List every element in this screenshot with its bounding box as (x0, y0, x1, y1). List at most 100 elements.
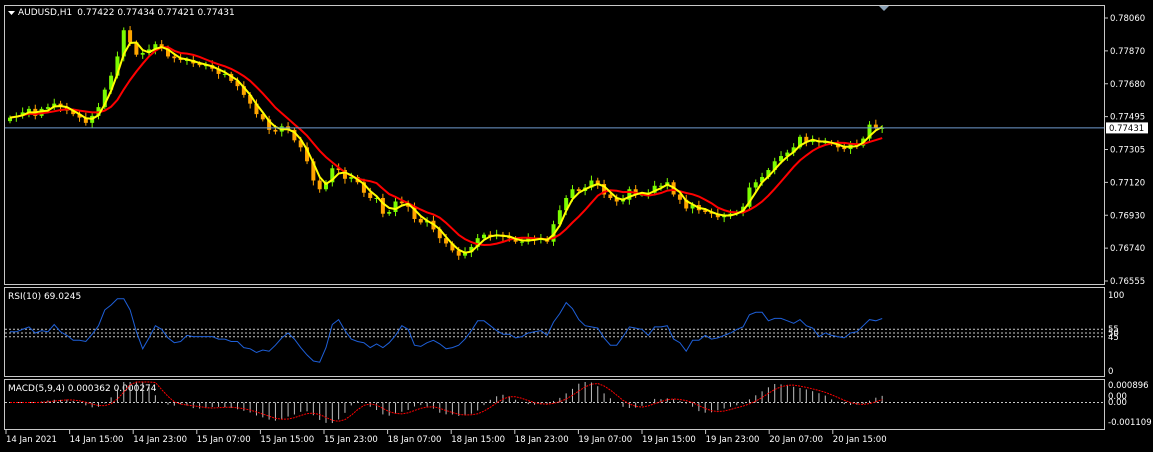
time-tick-label: 19 Jan 07:00 (578, 435, 632, 445)
candle-body (330, 168, 335, 183)
price-tick-label: 0.77305 (1110, 146, 1145, 156)
candle-body (273, 129, 278, 132)
candle-body (26, 108, 31, 113)
symbol-title: AUDUSD,H1 0.77422 0.77434 0.77421 0.77431 (18, 8, 235, 18)
candle-body (779, 156, 784, 162)
candle-body (614, 197, 619, 202)
rsi-line (10, 298, 883, 363)
time-tick-label: 19 Jan 23:00 (706, 435, 760, 445)
price-tick-label: 0.77870 (1110, 47, 1145, 57)
candle-body (166, 47, 170, 57)
candle-body (387, 211, 392, 214)
current-price-label: 0.77431 (1109, 124, 1144, 134)
candle-body (715, 213, 720, 218)
candle-body (463, 252, 468, 256)
candle-body (690, 204, 695, 209)
candle-body (772, 161, 777, 171)
macd-tick-label: 0.000896 (1108, 381, 1149, 391)
candle-body (399, 201, 404, 204)
rsi-panel-frame (4, 287, 1105, 377)
rsi-tick-label: 100 (1108, 291, 1124, 301)
candle-body (658, 185, 663, 187)
price-tick-label: 0.77120 (1110, 178, 1145, 188)
candle-body (267, 119, 272, 130)
candle-body (216, 68, 221, 74)
ma-fast-line (9, 41, 883, 254)
candle-body (804, 136, 809, 143)
candle-body (444, 238, 449, 244)
price-tick-label: 0.76930 (1110, 211, 1145, 221)
candle-body (45, 107, 50, 109)
candle-body (248, 94, 253, 104)
candle-body (810, 140, 815, 143)
candle-body (52, 103, 57, 108)
time-tick-label: 15 Jan 15:00 (260, 435, 314, 445)
time-tick-label: 14 Jan 2021 (6, 435, 57, 445)
candle-body (393, 201, 398, 212)
candle-body (20, 112, 25, 116)
candle-body (469, 246, 474, 253)
candle-body (627, 189, 632, 200)
candle-body (437, 229, 442, 239)
rsi-levels (5, 328, 1104, 338)
candle-body (121, 30, 126, 57)
rsi-tick-label: 0 (1108, 367, 1113, 377)
candle-body (159, 44, 164, 48)
candle-body (760, 177, 765, 183)
candle-body (589, 180, 594, 188)
rsi-tick-label: 55 (1108, 325, 1119, 335)
candle-body (753, 182, 758, 188)
candle-body (115, 56, 120, 76)
current-price-box (1106, 122, 1148, 134)
time-tick-label: 14 Jan 15:00 (70, 435, 124, 445)
chart-dropdown-icon[interactable] (8, 11, 15, 15)
candle-body (109, 75, 114, 90)
candle-body (564, 197, 569, 211)
time-tick-label: 20 Jan 07:00 (769, 435, 823, 445)
candle-body (336, 168, 341, 171)
candle-body (766, 170, 771, 178)
candle-body (134, 42, 139, 55)
macd-title: MACD(5,9,4) 0.000362 0.000274 (8, 384, 157, 394)
candle-body (374, 197, 379, 199)
candle-body (475, 238, 480, 247)
time-tick-label: 20 Jan 15:00 (833, 435, 887, 445)
price-panel-frame (4, 5, 1105, 285)
candle-body (317, 180, 322, 190)
candle-body (222, 73, 227, 75)
time-tick-label: 18 Jan 07:00 (388, 435, 442, 445)
candle-body (361, 182, 366, 193)
candle-body (873, 124, 878, 129)
price-tick-label: 0.76740 (1110, 244, 1145, 254)
candle-body (842, 147, 847, 150)
rsi-tick-label: 45 (1108, 333, 1119, 343)
candle-body (184, 59, 189, 61)
price-tick-label: 0.77495 (1110, 113, 1145, 123)
moving-averages (9, 41, 883, 254)
candle-body (241, 86, 246, 95)
candle-body (677, 194, 682, 200)
candle-body (513, 238, 518, 242)
price-axis: 0.78060 0.77870 0.77680 0.77495 0.77305 0.771… (1104, 14, 1145, 287)
scroll-marker-icon[interactable] (879, 6, 889, 11)
candle-body (412, 206, 417, 219)
time-tick-label: 18 Jan 15:00 (451, 435, 505, 445)
candle-body (349, 177, 354, 179)
price-tick-label: 0.77680 (1110, 80, 1145, 90)
candle-body (557, 210, 562, 225)
candle-body (703, 210, 708, 212)
candle-body (324, 182, 328, 190)
candle-body (292, 129, 297, 141)
candle-body (867, 124, 872, 139)
candle-body (172, 56, 177, 59)
candle-body (380, 197, 385, 214)
candle-body (576, 189, 581, 192)
candle-body (147, 49, 152, 53)
candle-body (450, 243, 455, 251)
candle-body (791, 147, 796, 153)
candle-body (519, 241, 524, 243)
candle-body (102, 89, 107, 108)
